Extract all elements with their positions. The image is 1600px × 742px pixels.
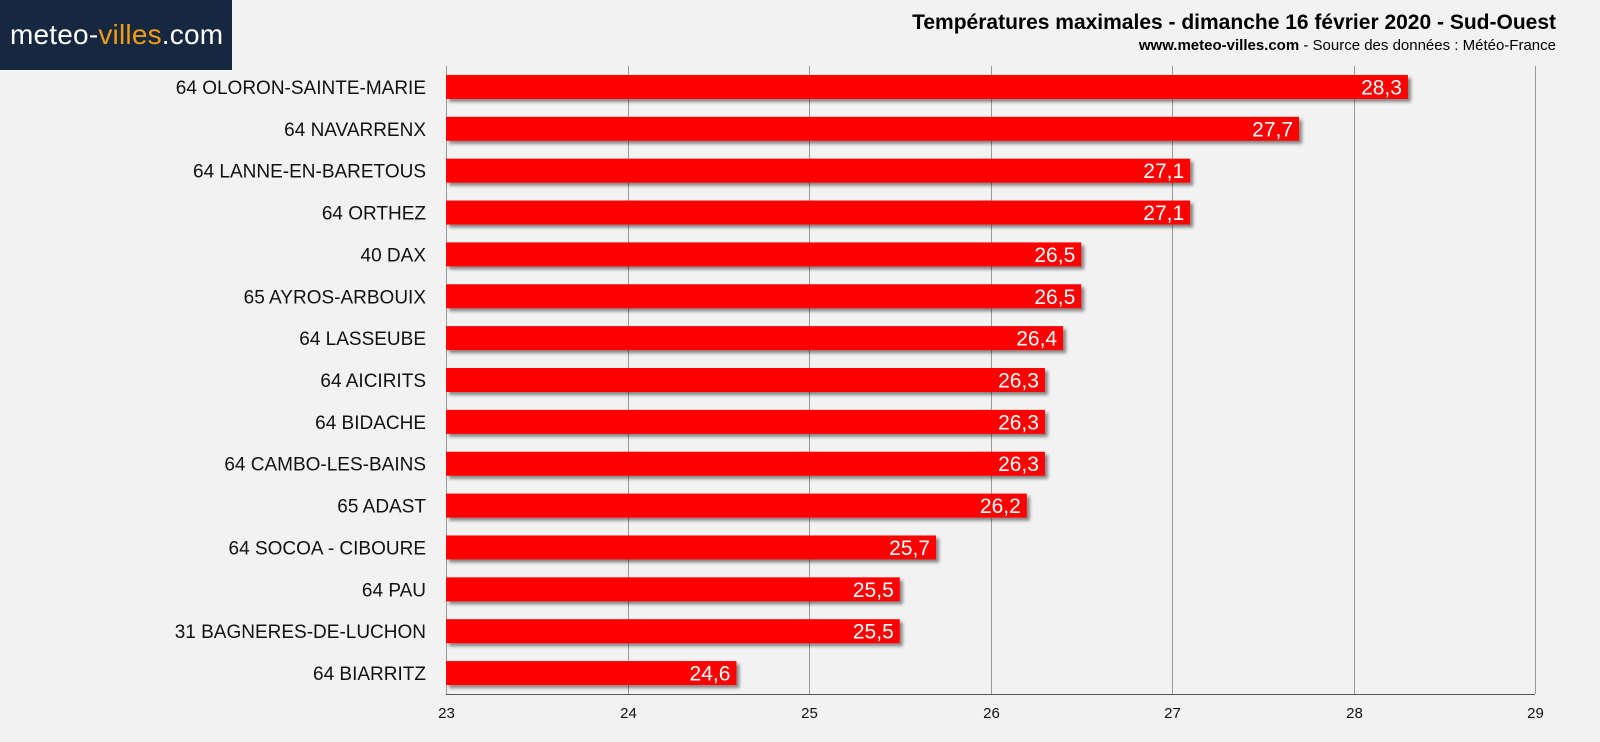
bar-value-label: 25,5	[853, 621, 894, 644]
bar[interactable]	[446, 661, 737, 686]
bar-value-label: 27,7	[1252, 118, 1293, 141]
category-label: 64 OLORON-SAINTE-MARIE	[176, 78, 426, 99]
bar[interactable]	[446, 577, 900, 602]
bar-value-label: 26,3	[998, 370, 1039, 393]
bar[interactable]	[446, 200, 1191, 225]
category-label: 64 NAVARRENX	[284, 120, 426, 141]
logo-text-part3: .com	[161, 19, 224, 50]
bar-value-label: 26,3	[998, 411, 1039, 434]
bar[interactable]	[446, 493, 1027, 518]
site-logo[interactable]: meteo-villes.com	[0, 0, 232, 70]
category-label: 64 ORTHEZ	[322, 204, 427, 225]
bar[interactable]	[446, 74, 1408, 99]
bar[interactable]	[446, 619, 900, 644]
bar[interactable]	[446, 158, 1191, 183]
category-label: 64 LANNE-EN-BARETOUS	[193, 162, 426, 183]
bar[interactable]	[446, 242, 1082, 267]
x-tick-label: 23	[438, 705, 455, 722]
logo-text-part1: meteo-	[10, 19, 99, 50]
chart-header: Températures maximales - dimanche 16 fév…	[912, 10, 1556, 56]
bar[interactable]	[446, 284, 1082, 309]
bar-value-label: 27,1	[1143, 202, 1184, 225]
category-label: 65 ADAST	[337, 497, 426, 518]
bar-value-label: 28,3	[1361, 76, 1402, 99]
bar[interactable]	[446, 368, 1045, 392]
bar-value-label: 24,6	[690, 663, 731, 686]
x-tick-label: 28	[1346, 705, 1363, 722]
site-url[interactable]: www.meteo-villes.com	[1138, 37, 1300, 54]
x-tick-label: 26	[983, 705, 1000, 722]
category-label: 64 SOCOA - CIBOURE	[229, 538, 426, 559]
bar[interactable]	[446, 451, 1045, 476]
bar[interactable]	[446, 535, 937, 560]
bar-value-label: 26,5	[1034, 244, 1075, 267]
bar-value-label: 25,5	[853, 579, 894, 602]
bar-value-label: 25,7	[889, 537, 930, 560]
x-tick-label: 29	[1527, 705, 1544, 722]
category-label: 64 AICIRITS	[320, 371, 426, 392]
data-source: - Source des données : Météo-France	[1299, 37, 1556, 54]
category-label: 64 CAMBO-LES-BAINS	[224, 455, 426, 476]
category-label: 64 PAU	[362, 580, 426, 601]
bar-value-label: 27,1	[1143, 160, 1184, 183]
bar-value-label: 26,2	[980, 495, 1021, 518]
bar-value-label: 26,4	[1016, 328, 1057, 351]
category-label: 40 DAX	[361, 245, 427, 266]
logo-text-part2: villes	[98, 19, 162, 50]
category-label: 65 AYROS-ARBOUIX	[244, 287, 427, 308]
category-label: 64 BIDACHE	[315, 413, 426, 434]
chart-subtitle: www.meteo-villes.com - Source des donnée…	[912, 36, 1556, 56]
category-labels: 64 OLORON-SAINTE-MARIE 64 NAVARRENX 64 LAN…	[175, 78, 427, 685]
bar[interactable]	[446, 409, 1045, 434]
bar[interactable]	[446, 326, 1064, 351]
logo-text: meteo-villes.com	[10, 19, 223, 51]
bar[interactable]	[446, 116, 1300, 141]
category-label: 64 LASSEUBE	[299, 329, 426, 350]
x-tick-label: 25	[801, 705, 818, 722]
x-axis-ticks: 23 24 25 26 27 28 29	[438, 705, 1544, 722]
category-label: 64 BIARRITZ	[313, 664, 426, 685]
category-label: 31 BAGNERES-DE-LUCHON	[175, 622, 426, 643]
x-tick-label: 27	[1164, 705, 1181, 722]
x-tick-label: 24	[620, 705, 637, 722]
chart-title: Températures maximales - dimanche 16 fév…	[912, 11, 1556, 34]
bar-value-label: 26,3	[998, 453, 1039, 476]
bar-value-label: 26,5	[1034, 286, 1075, 309]
bars: 28,3 27,7 27,1 27,1 26,5 26,5 26,4 26,3 26,3 26,3…	[446, 74, 1408, 686]
